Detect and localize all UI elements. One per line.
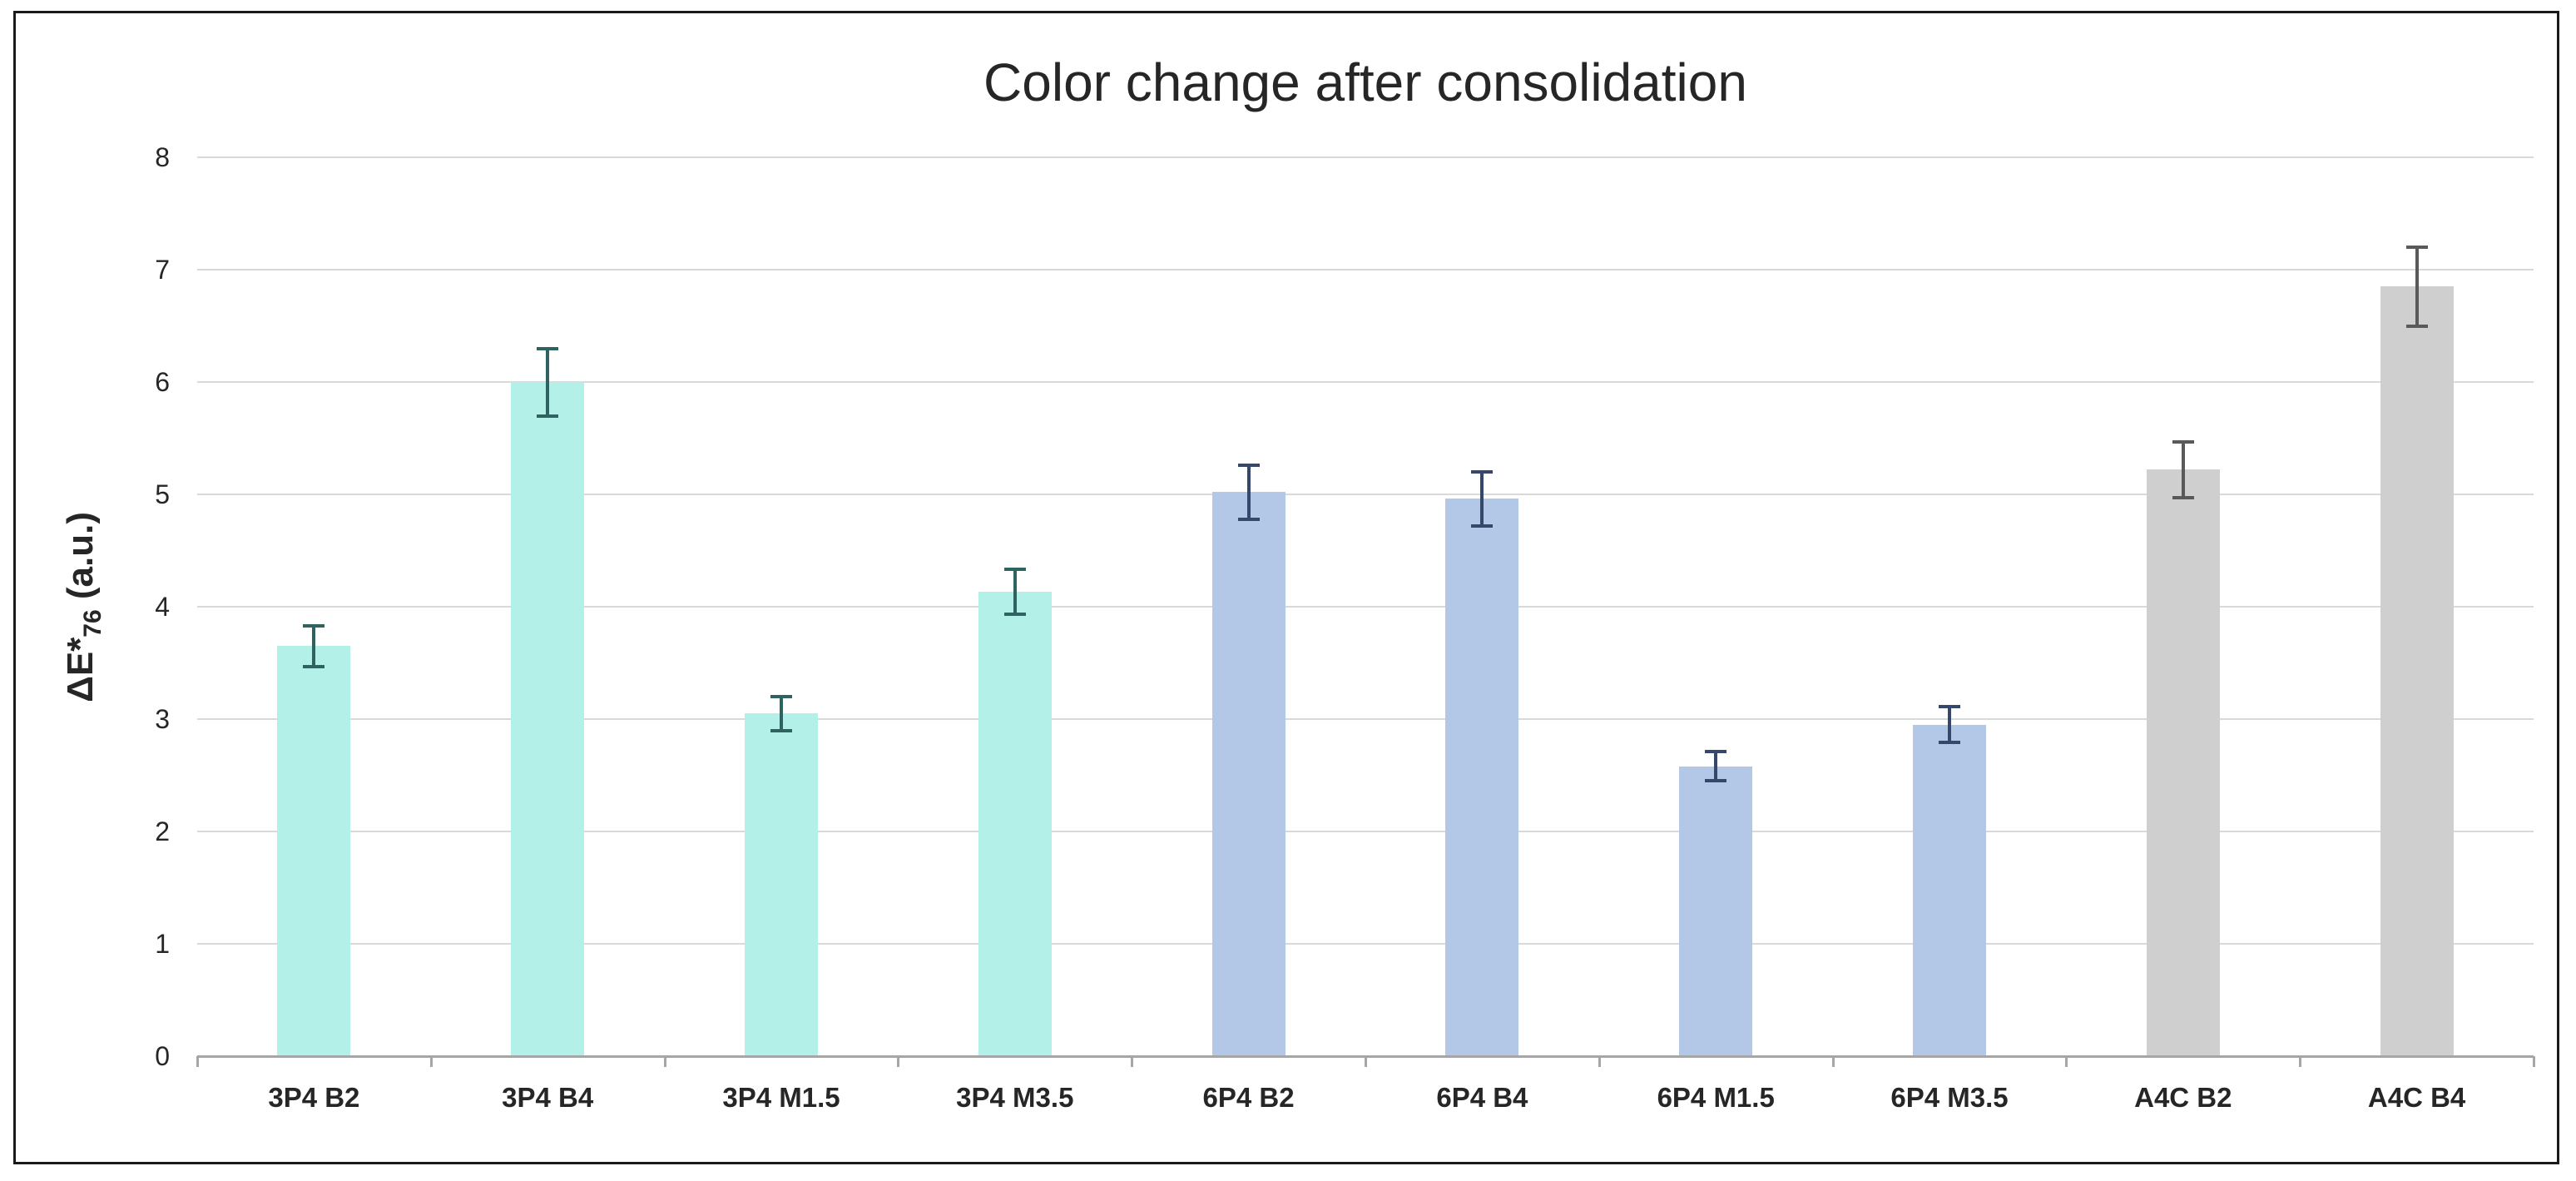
bar <box>511 382 585 1056</box>
x-axis-tick <box>663 1056 666 1067</box>
x-axis-tick <box>196 1056 199 1067</box>
x-axis-tick <box>1831 1056 1835 1067</box>
x-axis-category-label: 6P4 B4 <box>1436 1082 1528 1113</box>
error-bar-cap <box>1003 613 1026 617</box>
x-axis-tick <box>429 1056 433 1067</box>
y-axis-tick-label: 0 <box>155 1041 170 1071</box>
bar <box>2146 469 2220 1056</box>
x-axis-category-label: 3P4 B2 <box>268 1082 360 1113</box>
error-bar-cap <box>770 728 792 732</box>
y-axis-tick-label: 6 <box>155 367 170 397</box>
error-bar-cap <box>1003 568 1026 572</box>
x-axis-tick <box>2299 1056 2302 1067</box>
y-axis-tick-label: 3 <box>155 704 170 734</box>
error-bar-cap <box>1939 741 1960 745</box>
gridline <box>197 718 2534 720</box>
error-bar-cap <box>1471 470 1494 474</box>
error-bar-cap <box>1939 705 1960 709</box>
error-bar <box>546 348 550 416</box>
error-bar <box>780 697 783 731</box>
error-bar <box>1013 569 1017 615</box>
error-bar-cap <box>2405 246 2428 249</box>
y-axis-tick-label: 5 <box>155 479 170 509</box>
x-axis-tick <box>2533 1056 2535 1067</box>
gridline <box>197 494 2534 495</box>
y-axis-tick-label: 2 <box>155 816 170 846</box>
error-bar-cap <box>2172 439 2194 444</box>
bar <box>1913 724 1986 1056</box>
y-axis-tick-label: 1 <box>155 929 170 959</box>
x-axis-tick <box>2065 1056 2068 1067</box>
bar <box>1211 492 1286 1056</box>
error-bar-cap <box>1471 524 1494 528</box>
x-axis-category-label: 6P4 B2 <box>1202 1082 1295 1113</box>
error-bar-cap <box>303 623 325 628</box>
y-axis-title-star: * <box>59 637 101 652</box>
gridline <box>197 831 2534 832</box>
x-axis-category-label: A4C B4 <box>2367 1082 2466 1113</box>
x-axis-tick <box>1131 1056 1134 1067</box>
error-bar-cap <box>537 414 559 418</box>
error-bar-cap <box>1237 517 1260 521</box>
x-axis-category-label: 6P4 M1.5 <box>1657 1082 1775 1113</box>
error-bar-cap <box>303 664 325 668</box>
y-axis-tick-label: 4 <box>155 592 170 622</box>
x-axis-tick <box>897 1056 900 1067</box>
chart-title: Color change after consolidation <box>983 52 1747 112</box>
x-axis-tick <box>1598 1056 1601 1067</box>
plot-area <box>196 156 2535 1067</box>
error-bar-cap <box>2172 496 2194 500</box>
x-axis-category-label: A4C B2 <box>2134 1082 2232 1113</box>
bar <box>277 646 351 1056</box>
error-bar-cap <box>1705 750 1727 754</box>
x-axis-tick <box>1365 1056 1367 1067</box>
gridline <box>197 156 2534 158</box>
error-bar <box>312 625 316 667</box>
error-bar-cap <box>537 346 559 350</box>
x-axis-category-label: 3P4 M1.5 <box>722 1082 840 1113</box>
chart-frame: Color change after consolidation ΔE*76 (… <box>13 11 2559 1164</box>
y-axis-tick-label: 8 <box>155 142 170 172</box>
bar <box>2380 286 2454 1056</box>
gridline <box>197 381 2534 383</box>
error-bar <box>1480 472 1484 526</box>
error-bar-cap <box>1705 779 1727 783</box>
gridline <box>197 269 2534 270</box>
error-bar-cap <box>770 695 792 698</box>
error-bar <box>2181 441 2185 499</box>
x-axis-category-label: 6P4 M3.5 <box>1890 1082 2009 1113</box>
y-axis-tick-label: 7 <box>155 255 170 285</box>
bar <box>745 713 818 1056</box>
error-bar <box>1246 464 1251 519</box>
error-bar <box>1948 707 1951 743</box>
x-axis-category-label: 3P4 M3.5 <box>956 1082 1074 1113</box>
x-axis-category-label: 3P4 B4 <box>502 1082 594 1113</box>
error-bar-cap <box>1237 463 1260 467</box>
bar <box>978 592 1052 1056</box>
bar <box>1445 499 1519 1056</box>
gridline <box>197 606 2534 608</box>
gridline <box>197 943 2534 945</box>
bar <box>1679 766 1753 1056</box>
error-bar-cap <box>2405 324 2428 328</box>
error-bar <box>1714 752 1718 782</box>
error-bar <box>2415 247 2419 326</box>
